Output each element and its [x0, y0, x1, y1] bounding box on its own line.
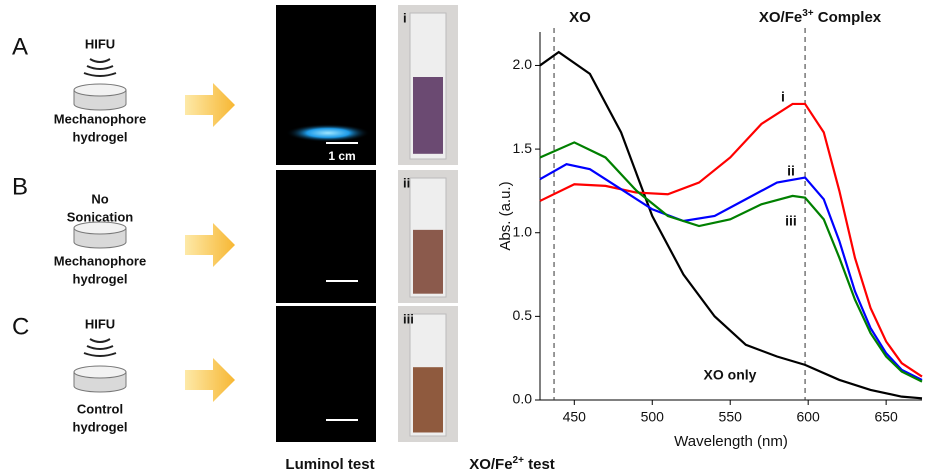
icon-label: Mechanophore: [54, 253, 146, 268]
line-series: [539, 162, 923, 381]
tube-label: ii: [403, 175, 410, 190]
icon-label: HIFU: [85, 36, 115, 51]
scale-label: 1 cm: [328, 149, 355, 163]
caption: XO/Fe2+ test: [469, 455, 555, 473]
icon-label: hydrogel: [73, 129, 128, 144]
arrow: [185, 83, 235, 127]
icon-label: No: [91, 191, 108, 206]
sound-wave: [89, 338, 111, 343]
x-tick-label: 600: [796, 409, 820, 425]
panel-letter: C: [12, 313, 29, 340]
caption: Luminol test: [285, 456, 374, 473]
hydrogel-disk-top: [73, 221, 127, 235]
icon-label: HIFU: [85, 316, 115, 331]
x-tick-label: 450: [563, 409, 587, 425]
arrow: [185, 358, 235, 402]
y-axis-label: Abs. (a.u.): [497, 181, 514, 250]
luminol-image: [276, 170, 376, 303]
line-series: [539, 50, 923, 400]
series-label: ii: [787, 163, 795, 179]
annotation: XO: [569, 9, 591, 26]
cuvette-liquid: [413, 367, 443, 433]
sound-wave: [83, 352, 117, 357]
y-tick-label: 0.0: [513, 391, 533, 407]
icon-label: Mechanophore: [54, 111, 146, 126]
cuvette-liquid: [413, 229, 443, 294]
panel-letter: B: [12, 173, 28, 200]
luminol-image: [276, 306, 376, 442]
icon-label: hydrogel: [73, 419, 128, 434]
cuvette-liquid: [413, 77, 443, 154]
sound-wave: [89, 58, 111, 63]
sound-wave: [86, 65, 114, 70]
x-axis-label: Wavelength (nm): [674, 433, 788, 450]
icon-label: Control: [77, 401, 123, 416]
hydrogel-disk-top: [73, 365, 127, 379]
line-series: [539, 141, 923, 383]
y-tick-label: 1.0: [513, 223, 533, 239]
series-label: iii: [785, 213, 797, 229]
tube-label: iii: [403, 311, 414, 326]
x-tick-label: 650: [874, 409, 898, 425]
sound-wave: [86, 345, 114, 350]
y-tick-label: 0.5: [513, 307, 533, 323]
icon-label: hydrogel: [73, 271, 128, 286]
panel-letter: A: [12, 33, 28, 60]
y-tick-label: 2.0: [513, 56, 533, 72]
luminescence: [286, 124, 370, 142]
x-tick-label: 500: [641, 409, 665, 425]
tube-label: i: [403, 10, 407, 25]
hydrogel-disk-top: [73, 83, 127, 97]
series-label: i: [781, 89, 785, 105]
annotation: XO/Fe3+ Complex: [759, 8, 882, 26]
sound-wave: [83, 72, 117, 77]
y-tick-label: 1.5: [513, 140, 533, 156]
line-series: [539, 102, 923, 378]
arrow: [185, 223, 235, 267]
icon-label: Sonication: [67, 209, 134, 224]
x-tick-label: 550: [719, 409, 743, 425]
series-label: XO only: [704, 367, 757, 383]
